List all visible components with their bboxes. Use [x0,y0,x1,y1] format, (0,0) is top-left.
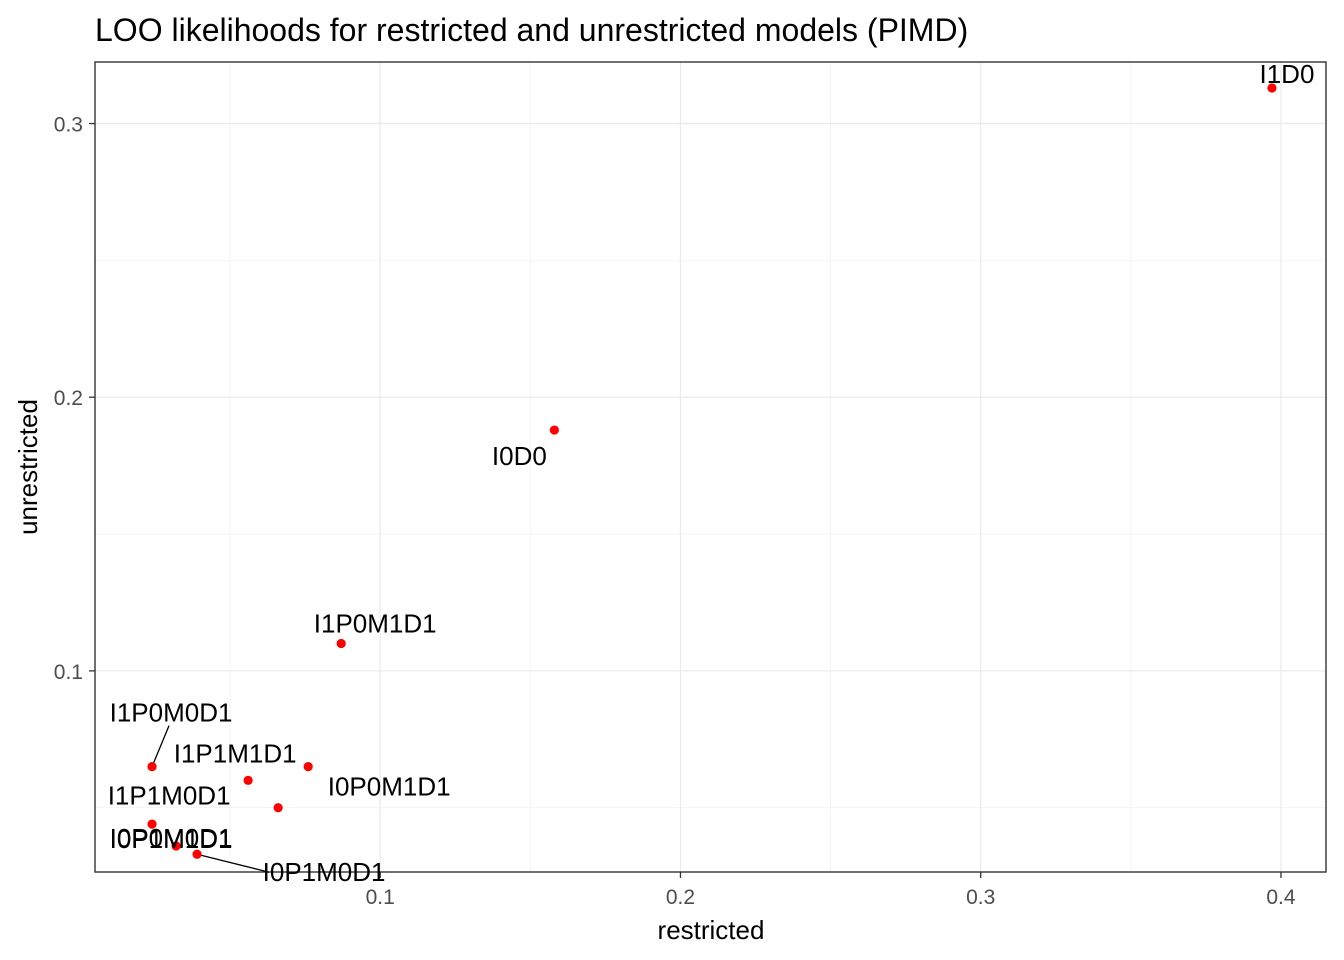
panel-frame [94,61,1327,873]
y-tick-label-1: 0.2 [54,387,83,410]
point-label-3: I1P0M0D1 [110,698,233,728]
data-point-1 [549,425,559,435]
data-point-7 [147,819,157,829]
point-label-2: I1P0M1D1 [314,609,437,639]
leader-line-9 [196,853,270,873]
grid [95,62,1326,872]
point-label-5: I1P1M0D1 [108,780,231,810]
x-tick-label-2: 0.3 [966,886,995,909]
point-label-4: I1P1M1D1 [174,739,297,769]
data-point-2 [336,638,346,649]
data-point-6 [273,803,283,813]
axis-ticks: 0.1 0.2 0.3 0.4 0.1 0.2 0.3 [54,114,1296,909]
point-label-6: I0P0M1D1 [328,772,451,802]
leader-line-3 [151,725,170,767]
chart-title: LOO likelihoods for restricted and unres… [95,12,968,48]
data-point-0 [1267,83,1277,93]
data-points [147,83,1277,859]
data-point-8 [171,841,181,851]
point-label-7: I0P0M0D1 [110,823,233,853]
x-tick-label-3: 0.4 [1266,886,1296,909]
point-label-8: I0P1M1D1 [110,824,233,854]
x-tick-label-1: 0.2 [666,886,695,909]
data-point-4 [303,762,313,772]
x-axis-title: restricted [658,915,765,945]
point-labels: I1D0 I0D0 I1P0M1D1 I1P0M0D1 I1P1M1D1 I1P1M0D1… [108,59,1315,887]
point-label-0: I1D0 [1259,59,1314,89]
data-point-5 [243,775,253,785]
label-leader-lines [151,725,270,873]
x-tick-label-0: 0.1 [366,886,395,909]
y-tick-label-2: 0.3 [54,114,83,137]
point-label-9: I0P1M0D1 [263,857,386,887]
panel-border [94,61,1327,873]
y-tick-label-0: 0.1 [54,661,83,684]
point-label-1: I0D0 [492,441,547,471]
y-axis-title: unrestricted [13,399,43,535]
data-point-9 [192,849,202,859]
data-point-3 [147,762,157,772]
